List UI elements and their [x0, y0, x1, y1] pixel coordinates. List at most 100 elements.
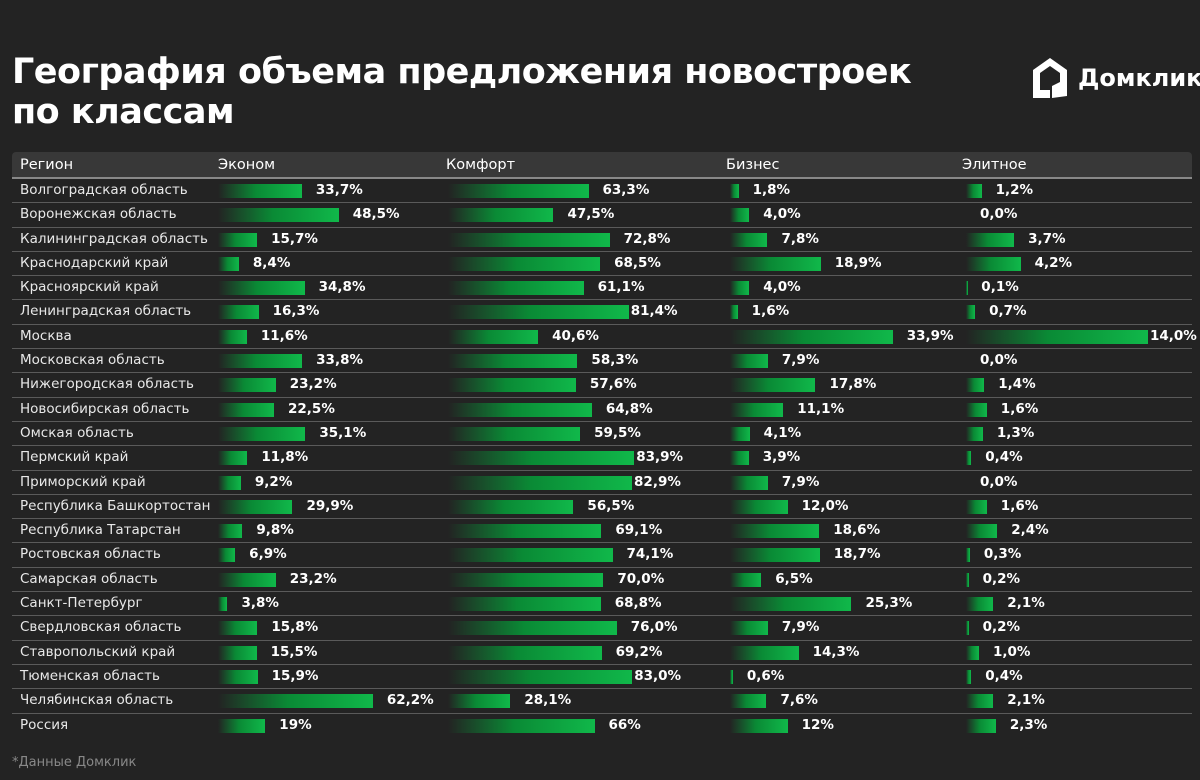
region-name: Приморский край	[20, 473, 146, 490]
table-row: Волгоградская область 33,7% 63,3% 1,8% 1,2%	[12, 179, 1192, 204]
value-label: 3,9%	[762, 449, 801, 466]
bar	[966, 426, 983, 441]
table-row: Красноярский край 34,8% 61,1% 4,0% 0,1%	[12, 276, 1192, 301]
bar	[730, 305, 738, 320]
value-label: 7,9%	[781, 352, 820, 369]
bar	[730, 524, 820, 539]
table-row: Республика Башкортостан 29,9% 56,5% 12,0% 1,…	[12, 495, 1192, 520]
table-row: Ленинградская область 16,3% 81,4% 1,6% 0,7%	[12, 300, 1192, 325]
bar	[448, 669, 633, 684]
value-label: 66%	[608, 716, 641, 733]
region-name: Новосибирская область	[20, 400, 190, 417]
bar	[218, 329, 247, 344]
value-label: 0,0%	[980, 352, 1018, 369]
bar	[218, 402, 275, 417]
value-label: 58,3%	[591, 352, 639, 369]
value-label: 9,2%	[254, 473, 293, 490]
bar	[730, 669, 733, 684]
bar	[966, 524, 998, 539]
value-label: 63,3%	[602, 182, 650, 198]
bar	[730, 426, 750, 441]
value-label: 40,6%	[552, 327, 599, 344]
table-row: Тюменская область 15,9% 83,0% 0,6% 0,4%	[12, 665, 1192, 690]
table-header: Регион Эконом Комфорт Бизнес Элитное	[12, 152, 1192, 179]
bar	[966, 329, 1148, 344]
bar	[448, 256, 601, 271]
value-label: 64,8%	[605, 400, 653, 417]
value-label: 1,4%	[998, 376, 1036, 393]
bar	[966, 499, 987, 514]
value-label: 4,2%	[1034, 254, 1073, 271]
value-label: 82,9%	[634, 473, 681, 490]
bar	[966, 402, 987, 417]
value-label: 0,2%	[982, 570, 1021, 587]
value-label: 9,8%	[256, 522, 294, 539]
value-label: 7,9%	[781, 473, 820, 490]
value-label: 68,5%	[614, 254, 661, 271]
value-label: 15,7%	[271, 230, 318, 247]
value-label: 1,6%	[1000, 497, 1039, 514]
bar	[218, 354, 303, 369]
value-label: 57,6%	[589, 376, 637, 393]
value-label: 33,7%	[315, 182, 363, 198]
value-label: 0,2%	[982, 619, 1021, 636]
value-label: 0,3%	[983, 546, 1022, 563]
house-logo-icon	[1033, 58, 1067, 98]
bar	[448, 718, 595, 733]
footnote: *Данные Домклик	[12, 755, 137, 770]
value-label: 7,6%	[780, 692, 818, 709]
region-name: Москва	[20, 327, 72, 344]
bar	[448, 548, 613, 563]
bar	[218, 305, 259, 320]
bar	[448, 524, 602, 539]
bar	[966, 597, 994, 612]
bar	[448, 354, 578, 369]
value-label: 1,6%	[751, 303, 790, 320]
value-label: 0,6%	[746, 667, 785, 684]
bar	[448, 232, 610, 247]
bar	[218, 572, 276, 587]
value-label: 2,1%	[1007, 692, 1045, 709]
region-name: Санкт-Петербург	[20, 595, 143, 612]
bar	[448, 499, 574, 514]
table-row: Воронежская область 48,5% 47,5% 4,0% 0,0%	[12, 203, 1192, 228]
region-name: Нижегородская область	[20, 376, 194, 393]
value-label: 28,1%	[524, 692, 572, 709]
table-row: Московская область 33,8% 58,3% 7,9% 0,0%	[12, 349, 1192, 374]
bar	[448, 426, 581, 441]
bar	[730, 451, 749, 466]
bar	[966, 451, 972, 466]
bar	[966, 548, 970, 563]
header-econom: Эконом	[218, 157, 276, 173]
bar	[730, 572, 762, 587]
table-row: Свердловская область 15,8% 76,0% 7,9% 0,2%	[12, 616, 1192, 641]
value-label: 29,9%	[306, 497, 354, 514]
bar	[218, 232, 258, 247]
header-business: Бизнес	[726, 157, 780, 173]
value-label: 1,8%	[752, 182, 791, 198]
table-row: Россия 19% 66% 12% 2,3%	[12, 714, 1192, 738]
value-label: 14,3%	[812, 643, 860, 660]
region-name: Калининградская область	[20, 230, 208, 247]
bar	[730, 402, 784, 417]
region-name: Московская область	[20, 352, 165, 369]
bar	[966, 645, 979, 660]
value-label: 18,6%	[833, 522, 881, 539]
value-label: 25,3%	[865, 595, 913, 612]
bar	[448, 378, 576, 393]
bar	[966, 572, 969, 587]
value-label: 3,7%	[1028, 230, 1066, 247]
table-row: Ставропольский край 15,5% 69,2% 14,3% 1,0%	[12, 641, 1192, 665]
table-row: Челябинская область 62,2% 28,1% 7,6% 2,1%	[12, 689, 1192, 714]
region-name: Россия	[20, 716, 69, 733]
bar	[218, 669, 258, 684]
bar	[730, 184, 739, 198]
value-label: 2,4%	[1011, 522, 1049, 539]
region-name: Челябинская область	[20, 692, 174, 709]
region-name: Тюменская область	[20, 667, 160, 684]
bar	[966, 718, 996, 733]
bar	[448, 329, 539, 344]
bar	[730, 718, 788, 733]
region-name: Республика Башкортостан	[20, 497, 211, 514]
bar	[966, 621, 969, 636]
